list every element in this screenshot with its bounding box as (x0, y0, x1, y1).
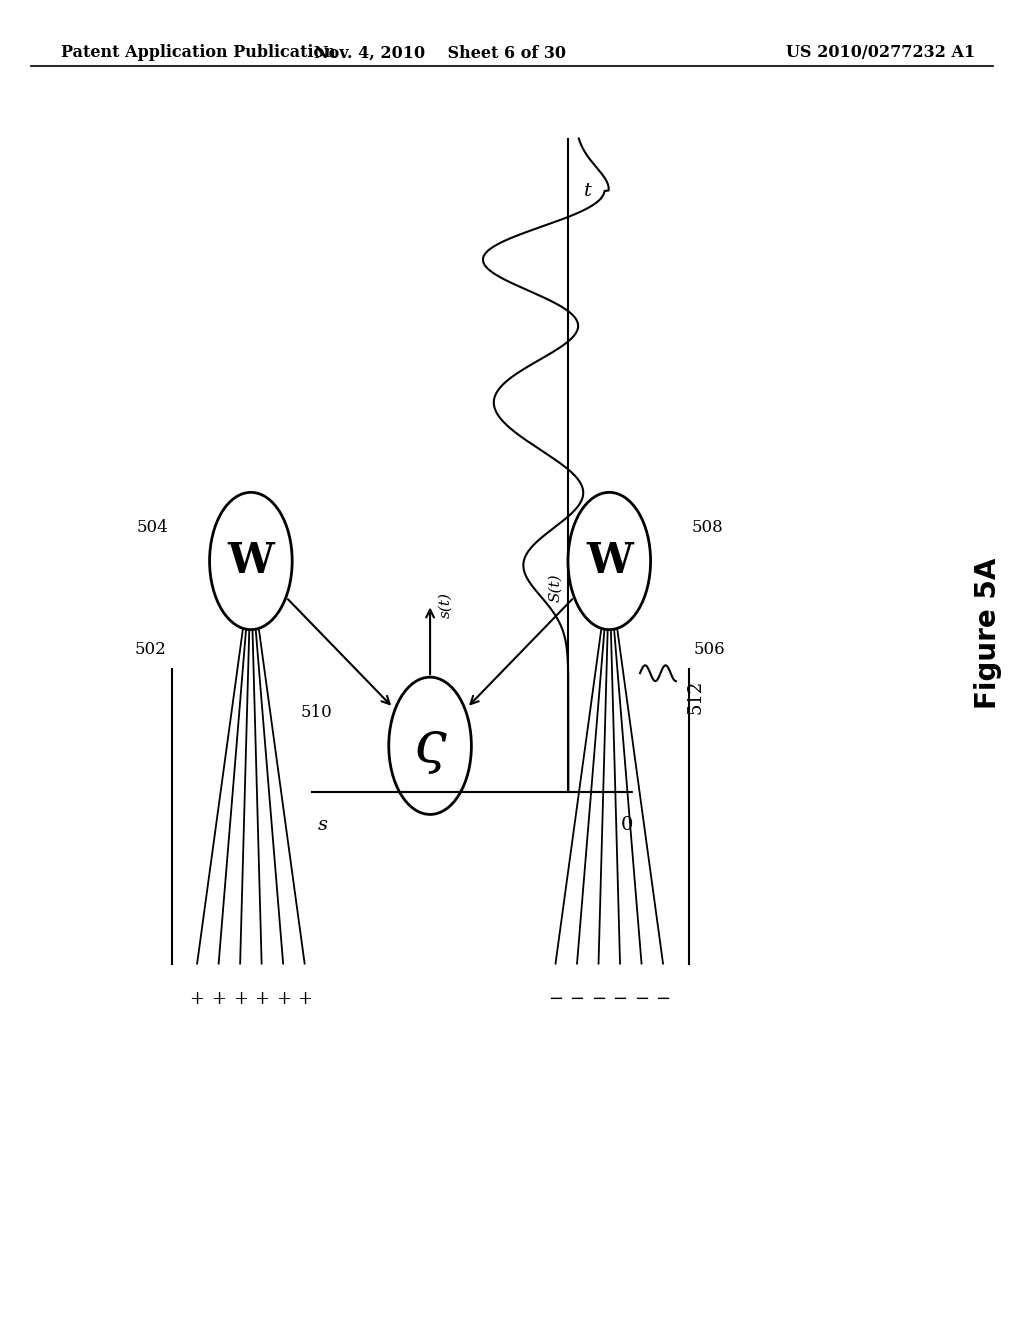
Text: −: − (591, 990, 606, 1008)
Text: s: s (317, 816, 328, 834)
Text: +: + (275, 990, 291, 1008)
Text: t: t (584, 182, 592, 201)
Text: Nov. 4, 2010    Sheet 6 of 30: Nov. 4, 2010 Sheet 6 of 30 (314, 45, 566, 61)
Text: Patent Application Publication: Patent Application Publication (61, 45, 336, 61)
Text: −: − (569, 990, 585, 1008)
Text: +: + (297, 990, 312, 1008)
Text: −: − (655, 990, 671, 1008)
Text: +: + (211, 990, 226, 1008)
Text: US 2010/0277232 A1: US 2010/0277232 A1 (786, 45, 975, 61)
Text: 512: 512 (686, 680, 705, 714)
Text: S(t): S(t) (548, 573, 562, 602)
Text: −: − (548, 990, 563, 1008)
Text: −: − (612, 990, 628, 1008)
Text: −: − (634, 990, 649, 1008)
Text: +: + (254, 990, 269, 1008)
Text: W: W (227, 540, 274, 582)
Text: 510: 510 (301, 705, 333, 721)
Text: 508: 508 (691, 520, 723, 536)
Text: +: + (232, 990, 248, 1008)
Text: 502: 502 (134, 642, 166, 657)
Text: W: W (586, 540, 633, 582)
Text: 0: 0 (621, 816, 633, 834)
Text: s(t): s(t) (438, 591, 453, 618)
Text: 506: 506 (694, 642, 725, 657)
Text: Figure 5A: Figure 5A (974, 558, 1002, 709)
Text: +: + (189, 990, 205, 1008)
Text: 504: 504 (137, 520, 169, 536)
Text: ς: ς (414, 718, 446, 774)
